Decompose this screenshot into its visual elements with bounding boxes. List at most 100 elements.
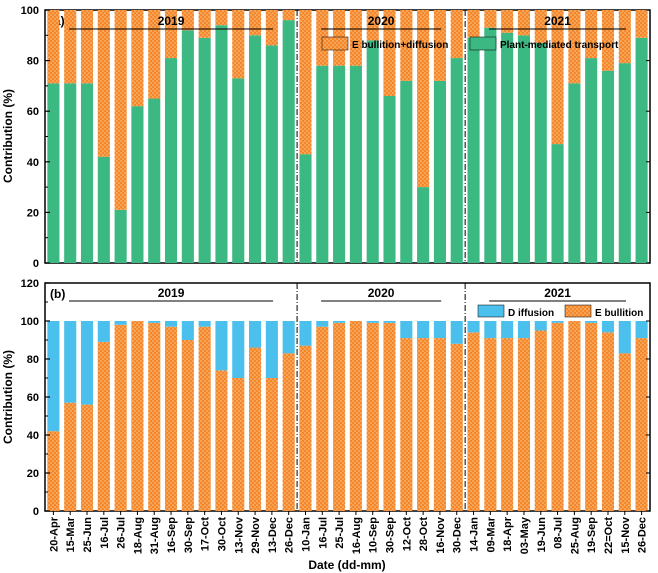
bar-b-1-26 <box>484 321 497 339</box>
x-tick-label: 19-Sep <box>586 517 598 553</box>
bar-b-0-25 <box>467 332 480 511</box>
legend-label-diffusion: D iffusion <box>508 308 554 319</box>
bar-b-0-19 <box>366 322 379 511</box>
bar-a-0-3 <box>97 156 110 263</box>
bar-b-0-10 <box>215 370 228 511</box>
bar-b-0-15 <box>299 345 312 511</box>
y-axis-label-b: Contribution (%) <box>1 350 15 444</box>
year-label-2020: 2020 <box>368 14 395 28</box>
legend-swatch-ebullition-diffusion <box>321 36 349 51</box>
bar-b-0-29 <box>534 330 547 511</box>
x-tick-label: 26-Dec <box>284 517 296 553</box>
x-tick-label: 03-May <box>519 516 531 554</box>
x-tick-label: 17-Oct <box>200 517 212 552</box>
bar-a-1-2 <box>80 10 94 84</box>
bar-a-1-35 <box>635 10 648 38</box>
y-tick-label: 100 <box>21 316 39 328</box>
x-tick-label: 16-Sep <box>166 517 178 553</box>
bar-a-0-34 <box>618 63 631 263</box>
y-tick-label: 20 <box>27 207 39 219</box>
bar-b-1-8 <box>181 321 194 340</box>
bar-b-1-23 <box>433 321 446 339</box>
x-tick-label: 25-Aug <box>569 517 581 554</box>
bar-a-0-32 <box>585 58 598 263</box>
bar-a-1-6 <box>148 10 161 99</box>
bar-a-0-20 <box>383 96 396 264</box>
bar-b-1-17 <box>333 321 346 323</box>
bar-b-0-33 <box>601 332 615 511</box>
bar-a-1-22 <box>417 10 430 188</box>
x-tick-label: 31-Aug <box>149 517 161 554</box>
year-label-2021: 2021 <box>544 14 571 28</box>
bar-a-1-9 <box>198 10 211 38</box>
bar-b-1-33 <box>601 321 615 333</box>
year-label-2019: 2019 <box>158 14 185 28</box>
x-tick-label: 15-Nov <box>620 516 632 554</box>
x-tick-label: 15-Mar <box>65 516 77 552</box>
x-tick-label: 30-Oct <box>216 517 228 552</box>
bar-b-0-26 <box>484 338 497 511</box>
x-tick-label: 22=Oct <box>603 517 615 554</box>
y-axis-ticks-a: 0 20 40 60 80 100 <box>21 5 650 270</box>
bar-a-1-20 <box>383 10 396 97</box>
bar-a-0-35 <box>635 37 648 263</box>
bar-a-1-13 <box>265 10 278 46</box>
bar-a-1-5 <box>131 10 144 107</box>
bar-a-0-22 <box>417 187 430 263</box>
y-tick-label: 40 <box>27 430 39 442</box>
x-tick-label: 16-Jul <box>317 517 329 549</box>
bar-b-1-4 <box>114 321 127 325</box>
bar-a-1-26 <box>484 10 497 28</box>
bar-b-0-16 <box>316 326 329 511</box>
bar-b-0-0 <box>47 431 60 511</box>
bar-b-0-31 <box>568 321 581 511</box>
bar-b-0-13 <box>265 378 278 511</box>
bar-b-1-9 <box>198 321 211 327</box>
bar-a-1-24 <box>450 10 463 59</box>
x-tick-label: 10-Sep <box>368 517 380 553</box>
bar-b-0-3 <box>97 341 110 511</box>
bar-a-0-9 <box>198 37 211 263</box>
bar-b-0-7 <box>164 326 178 511</box>
x-tick-label: 16-Nov <box>435 516 447 554</box>
bar-b-1-35 <box>635 321 648 339</box>
bar-b-1-29 <box>534 321 547 331</box>
x-tick-label: 26-Jul <box>116 517 128 549</box>
x-tick-label: 25-Jun <box>82 517 94 553</box>
legend-b: D iffusion E bullition <box>477 304 643 319</box>
x-tick-label: 30-Sep <box>183 517 195 553</box>
bar-b-1-15 <box>299 321 312 346</box>
bar-a-1-23 <box>433 10 446 81</box>
x-tick-label: 16-Aug <box>351 517 363 554</box>
y-tick-label: 60 <box>27 106 39 118</box>
y-tick-label: 120 <box>21 278 39 290</box>
y-tick-label: 80 <box>27 56 39 68</box>
y-tick-label: 0 <box>33 506 39 518</box>
bar-a-1-7 <box>164 10 178 59</box>
bar-b-0-27 <box>501 338 514 511</box>
bar-b-1-10 <box>215 321 228 371</box>
bar-a-0-17 <box>333 65 346 263</box>
y-tick-label: 0 <box>33 258 39 270</box>
bar-a-1-33 <box>601 10 615 71</box>
bar-a-1-31 <box>568 10 581 84</box>
bar-b-1-22 <box>417 321 430 339</box>
bar-a-1-11 <box>232 10 245 79</box>
bar-a-0-21 <box>400 80 413 263</box>
legend-label-ebullition: E bullition <box>595 308 643 319</box>
bar-b-0-32 <box>585 322 598 511</box>
bar-a-1-21 <box>400 10 413 81</box>
x-tick-label: 13-Dec <box>267 517 279 553</box>
bar-a-0-16 <box>316 65 329 263</box>
bar-b-1-1 <box>64 321 77 403</box>
bar-a-0-0 <box>47 83 60 264</box>
x-tick-label: 18-Aug <box>132 517 144 554</box>
bar-b-1-6 <box>148 321 161 323</box>
bar-b-1-11 <box>232 321 245 378</box>
bar-a-1-19 <box>366 10 379 41</box>
bar-a-0-29 <box>534 42 547 263</box>
legend-a: E bullition+diffusion Plant-mediated tra… <box>321 36 619 51</box>
bar-b-1-2 <box>80 321 94 405</box>
bar-a-1-27 <box>501 10 514 33</box>
